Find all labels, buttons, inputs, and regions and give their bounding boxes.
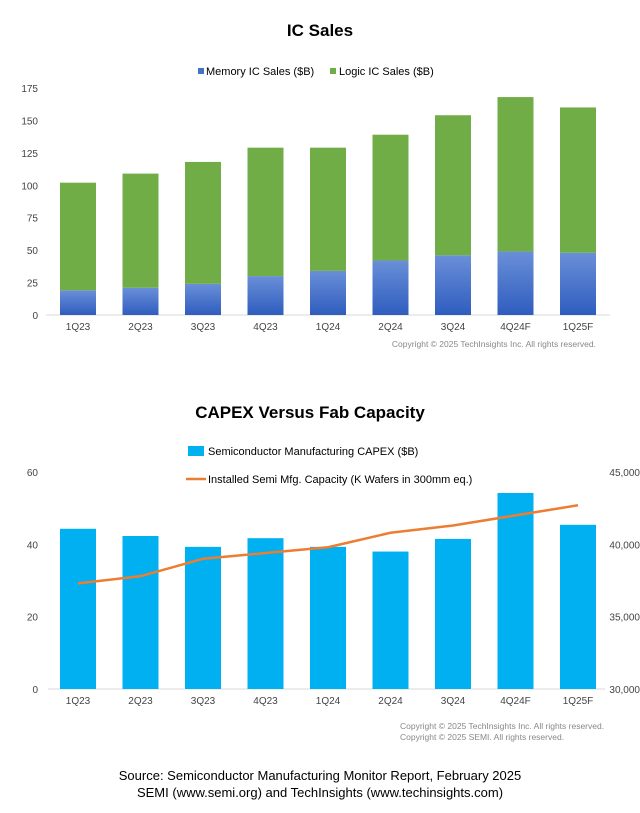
line-capacity — [77, 504, 579, 585]
bar-capex-1Q24 — [310, 546, 346, 689]
x-tick-label: 2Q23 — [128, 322, 153, 333]
y2-tick-label: 45,000 — [609, 468, 640, 479]
x-tick-label: 3Q23 — [191, 696, 216, 707]
bar-logic-1Q25F — [560, 107, 596, 253]
chart-title: IC Sales — [287, 21, 353, 40]
y-tick-label: 20 — [27, 613, 39, 624]
x-tick-label: 3Q24 — [441, 696, 466, 707]
copyright: Copyright © 2025 TechInsights Inc. All r… — [400, 721, 604, 731]
bar-logic-3Q24 — [435, 115, 471, 256]
copyright: Copyright © 2025 SEMI. All rights reserv… — [400, 732, 564, 742]
y-tick-label: 125 — [21, 149, 38, 160]
x-tick-label: 1Q23 — [66, 696, 91, 707]
chart-title: CAPEX Versus Fab Capacity — [195, 403, 425, 422]
bar-memory-2Q23 — [122, 287, 159, 315]
legend-label-capex: Semiconductor Manufacturing CAPEX ($B) — [208, 446, 418, 458]
bar-logic-4Q24F — [497, 97, 534, 252]
x-tick-label: 2Q24 — [378, 322, 403, 333]
x-tick-label: 1Q25F — [563, 696, 594, 707]
bar-logic-3Q23 — [185, 161, 221, 284]
y2-tick-label: 35,000 — [609, 613, 640, 624]
legend-swatch-capex — [188, 446, 204, 456]
bar-capex-4Q23 — [247, 538, 284, 689]
bar-logic-2Q24 — [372, 134, 409, 261]
x-tick-label: 1Q24 — [316, 696, 341, 707]
y-tick-label: 175 — [21, 84, 38, 95]
bar-capex-2Q23 — [122, 536, 159, 689]
y-tick-label: 100 — [21, 181, 38, 192]
bar-memory-2Q24 — [372, 260, 409, 315]
x-tick-label: 3Q23 — [191, 322, 216, 333]
x-tick-label: 1Q23 — [66, 322, 91, 333]
x-tick-label: 4Q24F — [500, 696, 531, 707]
y-tick-label: 40 — [27, 540, 39, 551]
legend-label-logic: Logic IC Sales ($B) — [339, 66, 434, 78]
bar-memory-4Q24F — [497, 251, 534, 315]
bar-capex-1Q23 — [60, 528, 96, 689]
bar-capex-2Q24 — [372, 551, 409, 689]
y-tick-label: 150 — [21, 116, 38, 127]
legend-label-capacity: Installed Semi Mfg. Capacity (K Wafers i… — [208, 474, 472, 486]
bar-logic-1Q23 — [60, 182, 96, 291]
bar-capex-1Q25F — [560, 524, 596, 689]
source-line-1: Source: Semiconductor Manufacturing Moni… — [118, 768, 522, 783]
bar-logic-1Q24 — [310, 147, 346, 271]
bar-capex-3Q24 — [435, 538, 471, 689]
legend-label-memory: Memory IC Sales ($B) — [206, 66, 314, 78]
bar-logic-4Q23 — [247, 147, 284, 277]
bar-memory-3Q24 — [435, 255, 471, 315]
bar-memory-1Q23 — [60, 290, 96, 315]
source-line-2: SEMI (www.semi.org) and TechInsights (ww… — [136, 785, 504, 800]
y2-tick-label: 30,000 — [609, 685, 640, 696]
legend-swatch-logic — [330, 68, 336, 74]
y-tick-label: 50 — [27, 246, 39, 257]
bar-memory-1Q25F — [560, 252, 596, 315]
bar-memory-3Q23 — [185, 283, 221, 315]
legend-swatch-memory — [198, 68, 204, 74]
y-tick-label: 25 — [27, 279, 39, 290]
x-tick-label: 3Q24 — [441, 322, 466, 333]
y-tick-label: 0 — [32, 311, 38, 322]
bar-memory-4Q23 — [247, 276, 284, 315]
bar-logic-2Q23 — [122, 173, 159, 288]
y2-tick-label: 40,000 — [609, 540, 640, 551]
x-tick-label: 2Q24 — [378, 696, 403, 707]
y-tick-label: 0 — [32, 685, 38, 696]
x-tick-label: 4Q23 — [253, 696, 278, 707]
x-tick-label: 4Q24F — [500, 322, 531, 333]
bar-capex-3Q23 — [185, 546, 221, 689]
bar-capex-4Q24F — [497, 492, 534, 689]
copyright: Copyright © 2025 TechInsights Inc. All r… — [392, 339, 596, 349]
x-tick-label: 1Q25F — [563, 322, 594, 333]
y-tick-label: 60 — [27, 468, 39, 479]
y-tick-label: 75 — [27, 214, 39, 225]
x-tick-label: 1Q24 — [316, 322, 341, 333]
bar-memory-1Q24 — [310, 270, 346, 315]
x-tick-label: 2Q23 — [128, 696, 153, 707]
x-tick-label: 4Q23 — [253, 322, 278, 333]
